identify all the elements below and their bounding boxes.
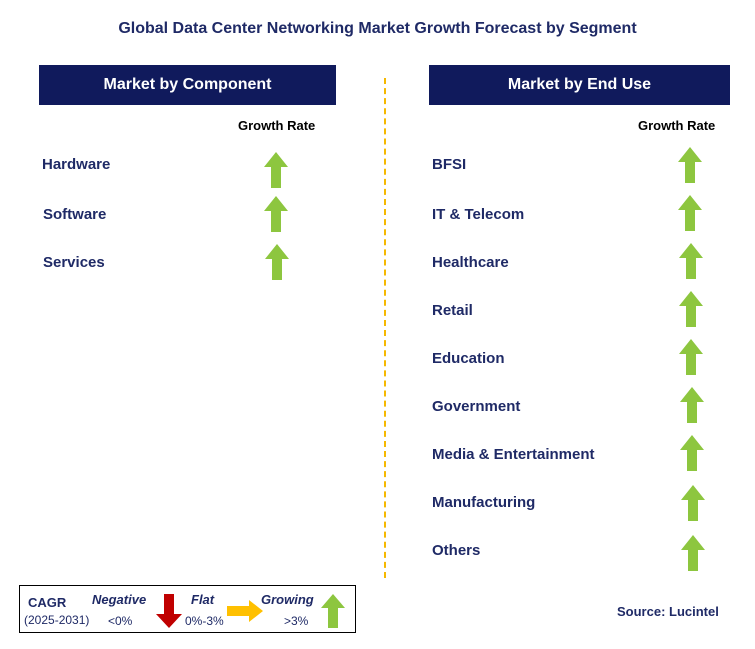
end-use-label-others: Others — [432, 542, 481, 559]
legend-period: (2025-2031) — [24, 613, 90, 627]
component-growth-rate-label: Growth Rate — [238, 118, 316, 133]
component-label-services: Services — [43, 254, 105, 271]
component-panel-header-text: Market by Component — [103, 76, 272, 93]
page-title: Global Data Center Networking Market Gro… — [118, 20, 637, 37]
up-arrow-icon — [679, 291, 703, 327]
up-arrow-icon — [680, 435, 704, 471]
down-arrow-icon — [156, 594, 182, 628]
component-label-software: Software — [43, 206, 107, 223]
end-use-panel-header-text: Market by End Use — [507, 76, 652, 93]
up-arrow-icon — [264, 196, 288, 232]
legend-cagr-label: CAGR — [28, 595, 67, 610]
up-arrow-icon — [264, 152, 288, 188]
legend-negative-label: Negative — [92, 592, 147, 607]
end-use-label-bfsi: BFSI — [432, 156, 467, 173]
up-arrow-icon — [681, 535, 705, 571]
up-arrow-icon — [321, 594, 345, 628]
end-use-label-retail: Retail — [432, 302, 473, 319]
legend-flat-range: 0%-3% — [185, 614, 224, 628]
end-use-growth-rate-label: Growth Rate — [638, 118, 716, 133]
up-arrow-icon — [265, 244, 289, 280]
up-arrow-icon — [678, 195, 702, 231]
source-credit: Source: Lucintel — [617, 604, 719, 619]
legend-growing-range: >3% — [284, 614, 309, 628]
end-use-panel-header: Market by End Use — [429, 65, 730, 105]
end-use-label-healthcare: Healthcare — [432, 254, 509, 271]
legend-negative-range: <0% — [108, 614, 133, 628]
end-use-label-it-telecom: IT & Telecom — [432, 206, 525, 223]
end-use-label-government: Government — [432, 398, 521, 415]
up-arrow-icon — [681, 485, 705, 521]
legend-flat-label: Flat — [191, 592, 215, 607]
legend-growing-label: Growing — [261, 592, 314, 607]
up-arrow-icon — [678, 147, 702, 183]
component-label-hardware: Hardware — [42, 156, 111, 173]
up-arrow-icon — [680, 387, 704, 423]
up-arrow-icon — [679, 243, 703, 279]
component-panel-header: Market by Component — [39, 65, 336, 105]
right-arrow-icon — [227, 600, 263, 622]
panel-divider — [384, 78, 386, 578]
end-use-label-education: Education — [432, 350, 505, 367]
up-arrow-icon — [679, 339, 703, 375]
end-use-label-manufacturing: Manufacturing — [432, 494, 536, 511]
cagr-legend: CAGR (2025-2031) Negative <0% Flat 0%-3%… — [19, 585, 356, 633]
end-use-label-media-entertainment: Media & Entertainment — [432, 446, 595, 463]
